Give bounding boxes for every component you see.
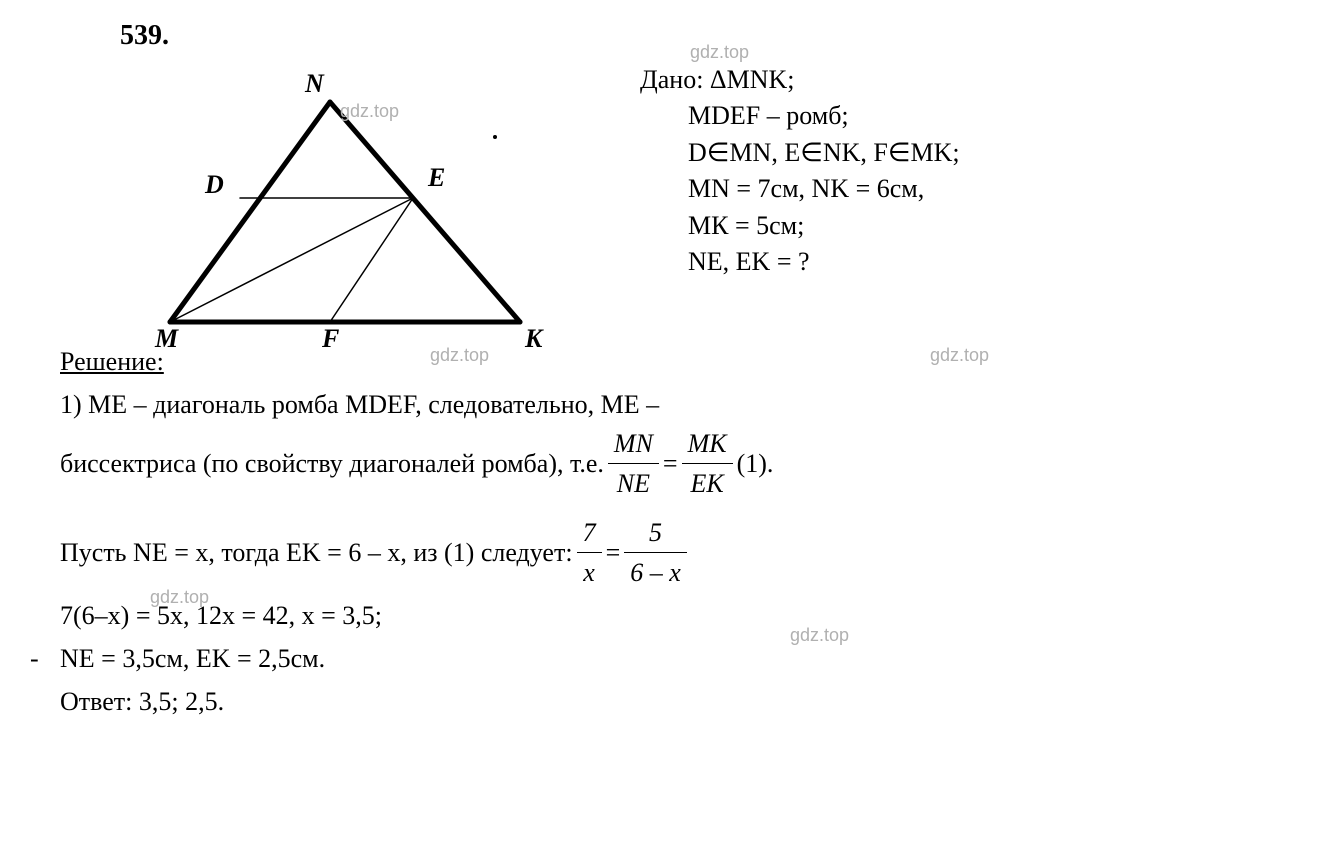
svg-text:N: N — [304, 69, 325, 98]
watermark: gdz.top — [930, 342, 989, 369]
equals: = — [606, 533, 621, 572]
frac-num: MK — [682, 424, 733, 464]
given-heading: Дано: ΔMNK; — [640, 62, 960, 98]
triangle-diagram: NMKDEFgdz.top — [100, 62, 580, 362]
solution-step-2: Пусть NE = x, тогда EK = 6 – x, из (1) с… — [60, 513, 1271, 592]
solution-label: Решение: — [60, 347, 164, 376]
solution-answer: Ответ: 3,5; 2,5. — [60, 682, 1271, 721]
fraction-7-x: 7 x — [577, 513, 602, 592]
watermark: gdz.top — [430, 342, 489, 369]
watermark: gdz.top — [690, 40, 749, 65]
svg-text:gdz.top: gdz.top — [340, 101, 399, 121]
step2-text: Пусть NE = x, тогда EK = 6 – x, из (1) с… — [60, 533, 573, 572]
given-line: MDEF – ромб; — [688, 98, 960, 134]
solution-step-3: 7(6–x) = 5x, 12x = 42, x = 3,5; — [60, 596, 1271, 635]
margin-dash: - — [30, 639, 39, 678]
given-line: D∈MN, E∈NK, F∈MK; — [688, 135, 960, 171]
given-block: gdz.top Дано: ΔMNK; MDEF – ромб; D∈MN, E… — [620, 62, 960, 280]
given-line: NE, EK = ? — [688, 244, 960, 280]
svg-text:E: E — [427, 163, 445, 192]
given-line: MК = 5см; — [688, 208, 960, 244]
solution-step-4: NE = 3,5см, EK = 2,5см. — [60, 639, 1271, 678]
top-section: NMKDEFgdz.top gdz.top Дано: ΔMNK; MDEF –… — [60, 62, 1271, 342]
frac-den: x — [577, 553, 602, 592]
figure: NMKDEFgdz.top — [100, 62, 580, 342]
given-line: MN = 7см, NK = 6см, — [688, 171, 960, 207]
fraction-mk-ek: MK EK — [682, 424, 733, 503]
frac-den: 6 – x — [624, 553, 687, 592]
fraction-mn-ne: MN NE — [608, 424, 659, 503]
frac-num: 7 — [577, 513, 602, 553]
watermark: gdz.top — [150, 584, 209, 611]
frac-den: NE — [608, 464, 659, 503]
equals: = — [663, 444, 678, 483]
fraction-5-6mx: 5 6 – x — [624, 513, 687, 592]
frac-den: EK — [682, 464, 733, 503]
svg-text:D: D — [204, 170, 224, 199]
solution-step-1b: биссектриса (по свойству диагоналей ромб… — [60, 424, 1271, 503]
frac-num: 5 — [624, 513, 687, 553]
frac-num: MN — [608, 424, 659, 464]
solution-block: Решение: gdz.top gdz.top 1) ME – диагона… — [60, 342, 1271, 721]
paren-ref: (1). — [737, 444, 774, 483]
step1b-text: биссектриса (по свойству диагоналей ромб… — [60, 444, 604, 483]
solution-step-1a: 1) ME – диагональ ромба MDEF, следовател… — [60, 385, 1271, 424]
